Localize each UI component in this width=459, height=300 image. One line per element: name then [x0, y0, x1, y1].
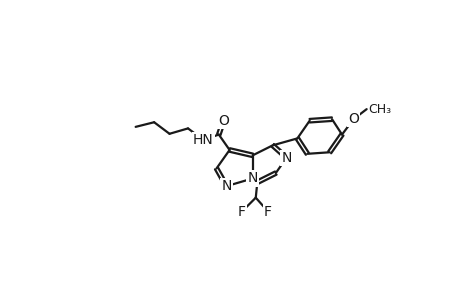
Text: HN: HN [193, 133, 213, 147]
Text: O: O [347, 112, 358, 126]
Text: N: N [247, 172, 257, 185]
Text: F: F [237, 205, 246, 219]
Text: CH₃: CH₃ [367, 103, 391, 116]
Text: F: F [263, 205, 272, 219]
Text: N: N [221, 179, 231, 193]
Text: N: N [281, 151, 291, 165]
Text: O: O [218, 114, 229, 128]
